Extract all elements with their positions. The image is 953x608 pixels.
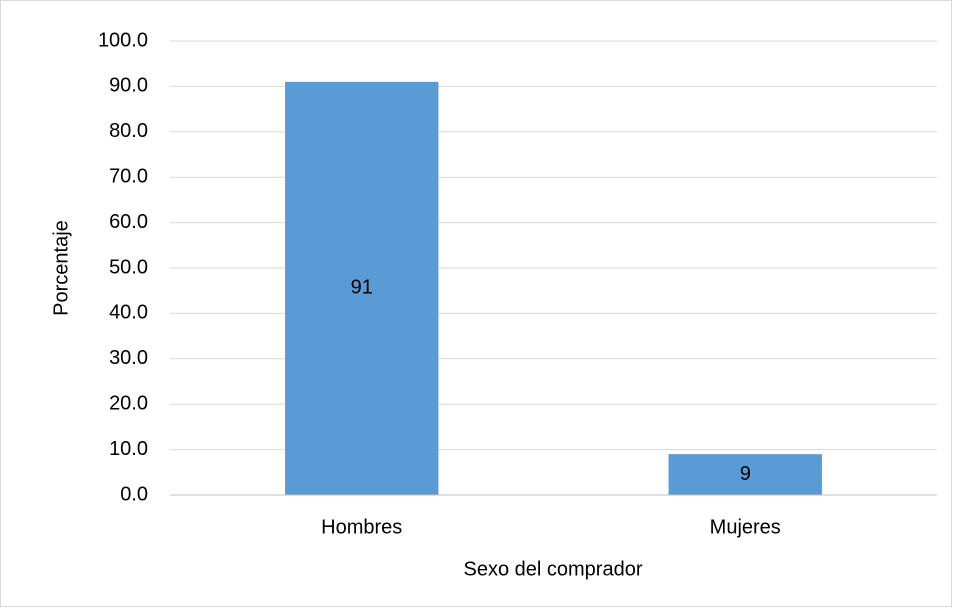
y-tick-label: 60.0 xyxy=(109,211,148,233)
bar xyxy=(668,454,822,495)
y-tick-label: 100.0 xyxy=(98,29,148,51)
x-axis-label: Sexo del comprador xyxy=(464,558,643,580)
y-tick-label: 20.0 xyxy=(109,392,148,414)
y-tick-label: 30.0 xyxy=(109,347,148,369)
bar xyxy=(285,81,439,496)
y-tick-label: 80.0 xyxy=(109,120,148,142)
y-axis-label: Porcentaje xyxy=(50,220,72,316)
x-tick-label: Hombres xyxy=(321,516,402,538)
y-tick-label: 10.0 xyxy=(109,438,148,460)
data-label: 91 xyxy=(351,277,373,299)
y-tick-label: 70.0 xyxy=(109,165,148,187)
y-tick-label: 0.0 xyxy=(120,483,148,505)
y-tick-label: 90.0 xyxy=(109,75,148,97)
data-label: 9 xyxy=(740,463,751,485)
y-tick-label: 50.0 xyxy=(109,256,148,278)
y-tick-label: 40.0 xyxy=(109,302,148,324)
x-tick-label: Mujeres xyxy=(710,516,781,538)
